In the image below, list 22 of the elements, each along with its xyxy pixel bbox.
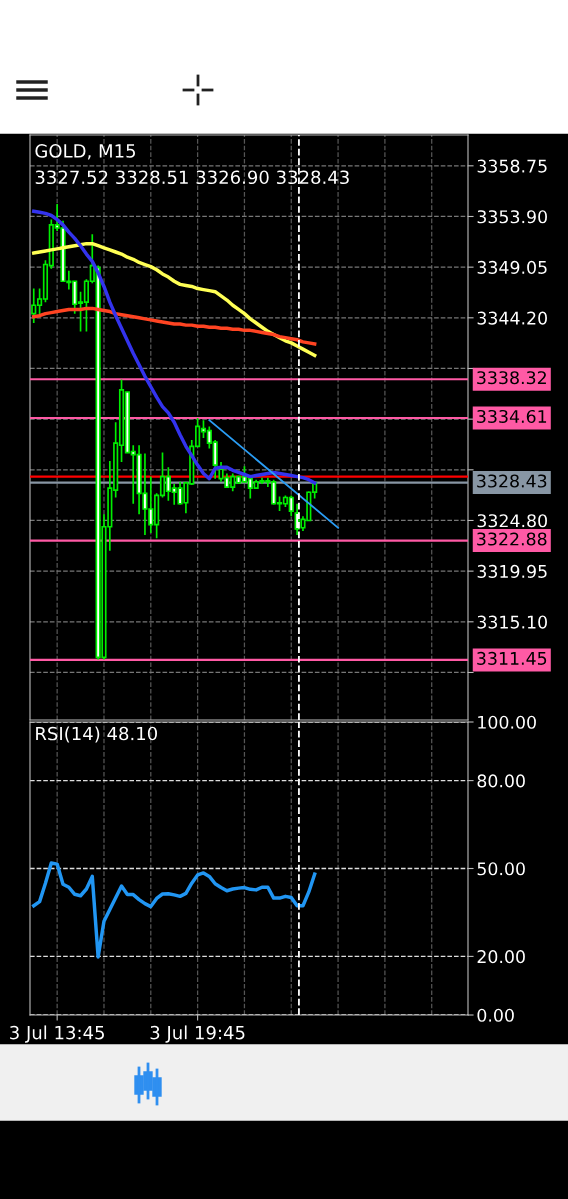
y-tick-label: 0.00 (477, 1008, 514, 1022)
y-tick-label: 100.00 (478, 715, 536, 729)
y-tick-label: 80.00 (477, 774, 525, 788)
chart-title: RSI(14) 48.10 (36, 726, 157, 743)
chart-title: GOLD, M15 (35, 144, 135, 160)
ref-line-label: 3334.61 (477, 409, 547, 424)
y-tick-label: 3344.20 (477, 311, 547, 325)
ref-line-label: 3328.43 (477, 474, 547, 488)
y-tick-label: 3353.90 (477, 210, 547, 224)
y-tick-label: 3349.05 (477, 260, 547, 274)
ref-line-label: 3311.45 (477, 651, 547, 665)
ref-line-label: 3322.88 (477, 532, 547, 546)
y-tick-label: 20.00 (477, 950, 525, 964)
y-tick-label: 3319.95 (477, 564, 547, 578)
x-tick-label: 3 Jul 19:45 (150, 1025, 245, 1043)
ref-line-label: 3338.32 (477, 371, 546, 385)
y-tick-label: 3358.75 (477, 159, 547, 173)
y-tick-label: 3324.80 (477, 514, 547, 528)
y-tick-label: 3315.10 (477, 615, 547, 629)
text: 3327.52 3328.51 3326.90 3328.43 (35, 170, 349, 185)
y-tick-label: 50.00 (477, 862, 525, 876)
x-tick-label: 3 Jul 13:45 (10, 1025, 104, 1043)
